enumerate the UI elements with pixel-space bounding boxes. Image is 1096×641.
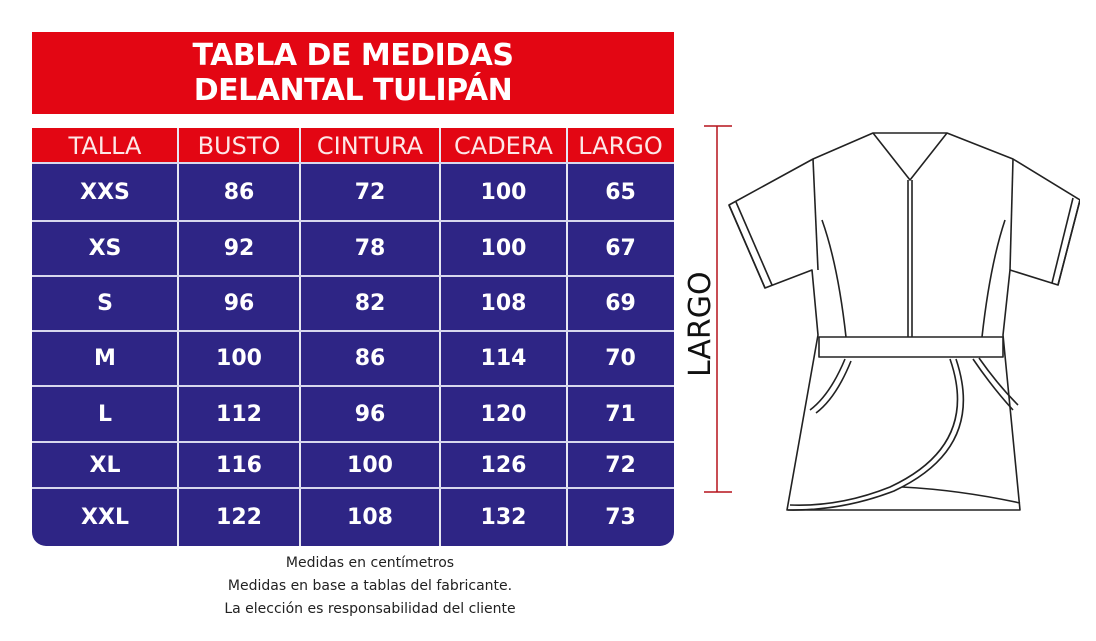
measure-value: 100: [347, 452, 393, 478]
column-divider: [299, 128, 301, 546]
size-table: TALLA BUSTO CINTURA CADERA LARGO XXS 86 72 100 65…: [32, 128, 674, 546]
column-divider: [566, 128, 568, 546]
largo-label: LARGO: [683, 271, 718, 377]
row-divider: [32, 385, 674, 387]
row-divider: [32, 220, 674, 222]
measure-value: 96: [354, 401, 386, 427]
garment-diagram: LARGO: [680, 115, 1081, 515]
measure-value: 116: [216, 452, 262, 478]
size-label: M: [94, 346, 116, 371]
measure-value: 100: [480, 179, 527, 205]
measure-value: 132: [480, 504, 527, 530]
size-label: L: [97, 401, 113, 427]
measure-value: 86: [223, 179, 255, 205]
measure-value: 86: [354, 346, 386, 371]
row-divider: [32, 275, 674, 277]
measure-value: 120: [480, 401, 527, 427]
measure-value: 82: [354, 291, 386, 316]
measure-value: 78: [354, 236, 386, 261]
title-line-1: TABLA DE MEDIDAS: [192, 38, 514, 73]
measure-value: 108: [480, 291, 527, 316]
row-divider: [32, 162, 674, 164]
size-chart-title: TABLA DE MEDIDAS DELANTAL TULIPÁN: [32, 32, 674, 114]
note-units: Medidas en centímetros: [285, 555, 455, 571]
row-divider: [32, 441, 674, 443]
length-measure-line: [704, 125, 732, 493]
measure-value: 112: [216, 401, 262, 427]
size-label: S: [97, 291, 113, 316]
note-source: Medidas en base a tablas del fabricante.: [227, 578, 513, 594]
size-label: XS: [88, 236, 122, 261]
measure-value: 122: [216, 504, 262, 530]
row-divider: [32, 487, 674, 489]
size-label: XXS: [80, 179, 130, 205]
measure-value: 100: [480, 236, 527, 261]
measure-value: 73: [605, 504, 636, 530]
measure-value: 67: [605, 236, 636, 261]
measure-value: 92: [223, 236, 255, 261]
notes: Medidas en centímetros Medidas en base a…: [190, 552, 550, 621]
title-line-2: DELANTAL TULIPÁN: [193, 73, 513, 108]
measure-value: 65: [605, 179, 636, 205]
measure-value: 72: [605, 452, 636, 478]
column-header-cadera: CADERA: [454, 131, 553, 160]
column-header-talla: TALLA: [68, 131, 142, 160]
note-responsibility: La elección es responsabilidad del clien…: [224, 601, 516, 617]
column-divider: [439, 128, 441, 546]
column-divider: [177, 128, 179, 546]
measure-value: 71: [605, 401, 636, 427]
measure-value: 72: [354, 179, 386, 205]
measure-value: 126: [480, 452, 527, 478]
apron-tulip-icon: LARGO: [683, 125, 1081, 511]
column-header-busto: BUSTO: [197, 131, 281, 160]
measure-value: 108: [347, 504, 393, 530]
measure-value: 96: [223, 291, 255, 316]
row-divider: [32, 330, 674, 332]
column-header-largo: LARGO: [578, 131, 663, 160]
measure-value: 100: [216, 346, 262, 371]
measure-value: 70: [605, 346, 636, 371]
measure-value: 69: [605, 291, 636, 316]
size-label: XXL: [81, 504, 129, 530]
measure-value: 114: [480, 346, 527, 371]
column-header-cintura: CINTURA: [316, 131, 424, 160]
size-label: XL: [89, 452, 121, 478]
